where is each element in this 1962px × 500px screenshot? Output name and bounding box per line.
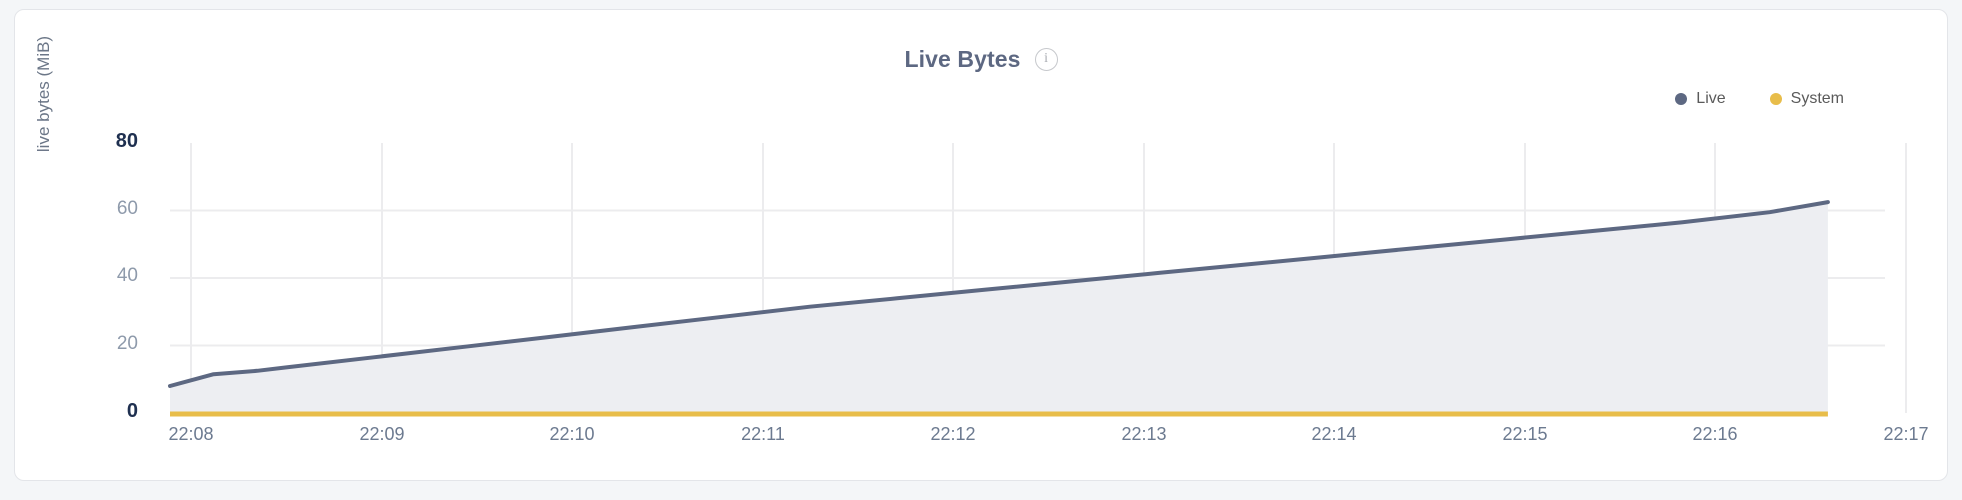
- info-circle-icon[interactable]: i: [1034, 48, 1058, 71]
- x-axis-tick-label: 22:15: [1502, 424, 1548, 444]
- chart-header: Live Bytes i: [15, 46, 1947, 73]
- legend-label-live: Live: [1696, 90, 1726, 107]
- x-axis-tick-label: 22:14: [1311, 424, 1357, 444]
- x-axis-tick-label: 22:13: [1121, 424, 1167, 444]
- legend-swatch-system: [1769, 93, 1782, 105]
- x-axis-tick-label: 22:10: [549, 424, 595, 444]
- legend-swatch-live: [1675, 93, 1688, 105]
- x-axis-tick-label: 22:11: [741, 424, 785, 444]
- y-axis-tick-label: 20: [116, 332, 138, 354]
- x-axis-tick-label: 22:17: [1883, 424, 1929, 444]
- y-axis-tick-label: 80: [115, 130, 138, 152]
- legend-item-system[interactable]: System: [1769, 90, 1844, 108]
- series-line-live[interactable]: [168, 200, 1830, 388]
- y-axis-tick-label: 0: [126, 400, 138, 422]
- chart-legend: Live System: [1675, 90, 1844, 108]
- y-axis-tick-label: 60: [116, 197, 138, 219]
- legend-item-live[interactable]: Live: [1675, 90, 1726, 108]
- y-axis-tick-label: 40: [116, 265, 138, 286]
- x-axis-tick-label: 22:09: [359, 424, 405, 444]
- x-axis-tick-label: 22:12: [930, 424, 976, 444]
- series-area-live: [170, 202, 1828, 413]
- legend-label-system: System: [1790, 90, 1844, 107]
- x-axis-tick-label: 22:08: [168, 424, 214, 444]
- page-title: Live Bytes: [904, 46, 1021, 72]
- x-axis-tick-label: 22:16: [1692, 424, 1738, 444]
